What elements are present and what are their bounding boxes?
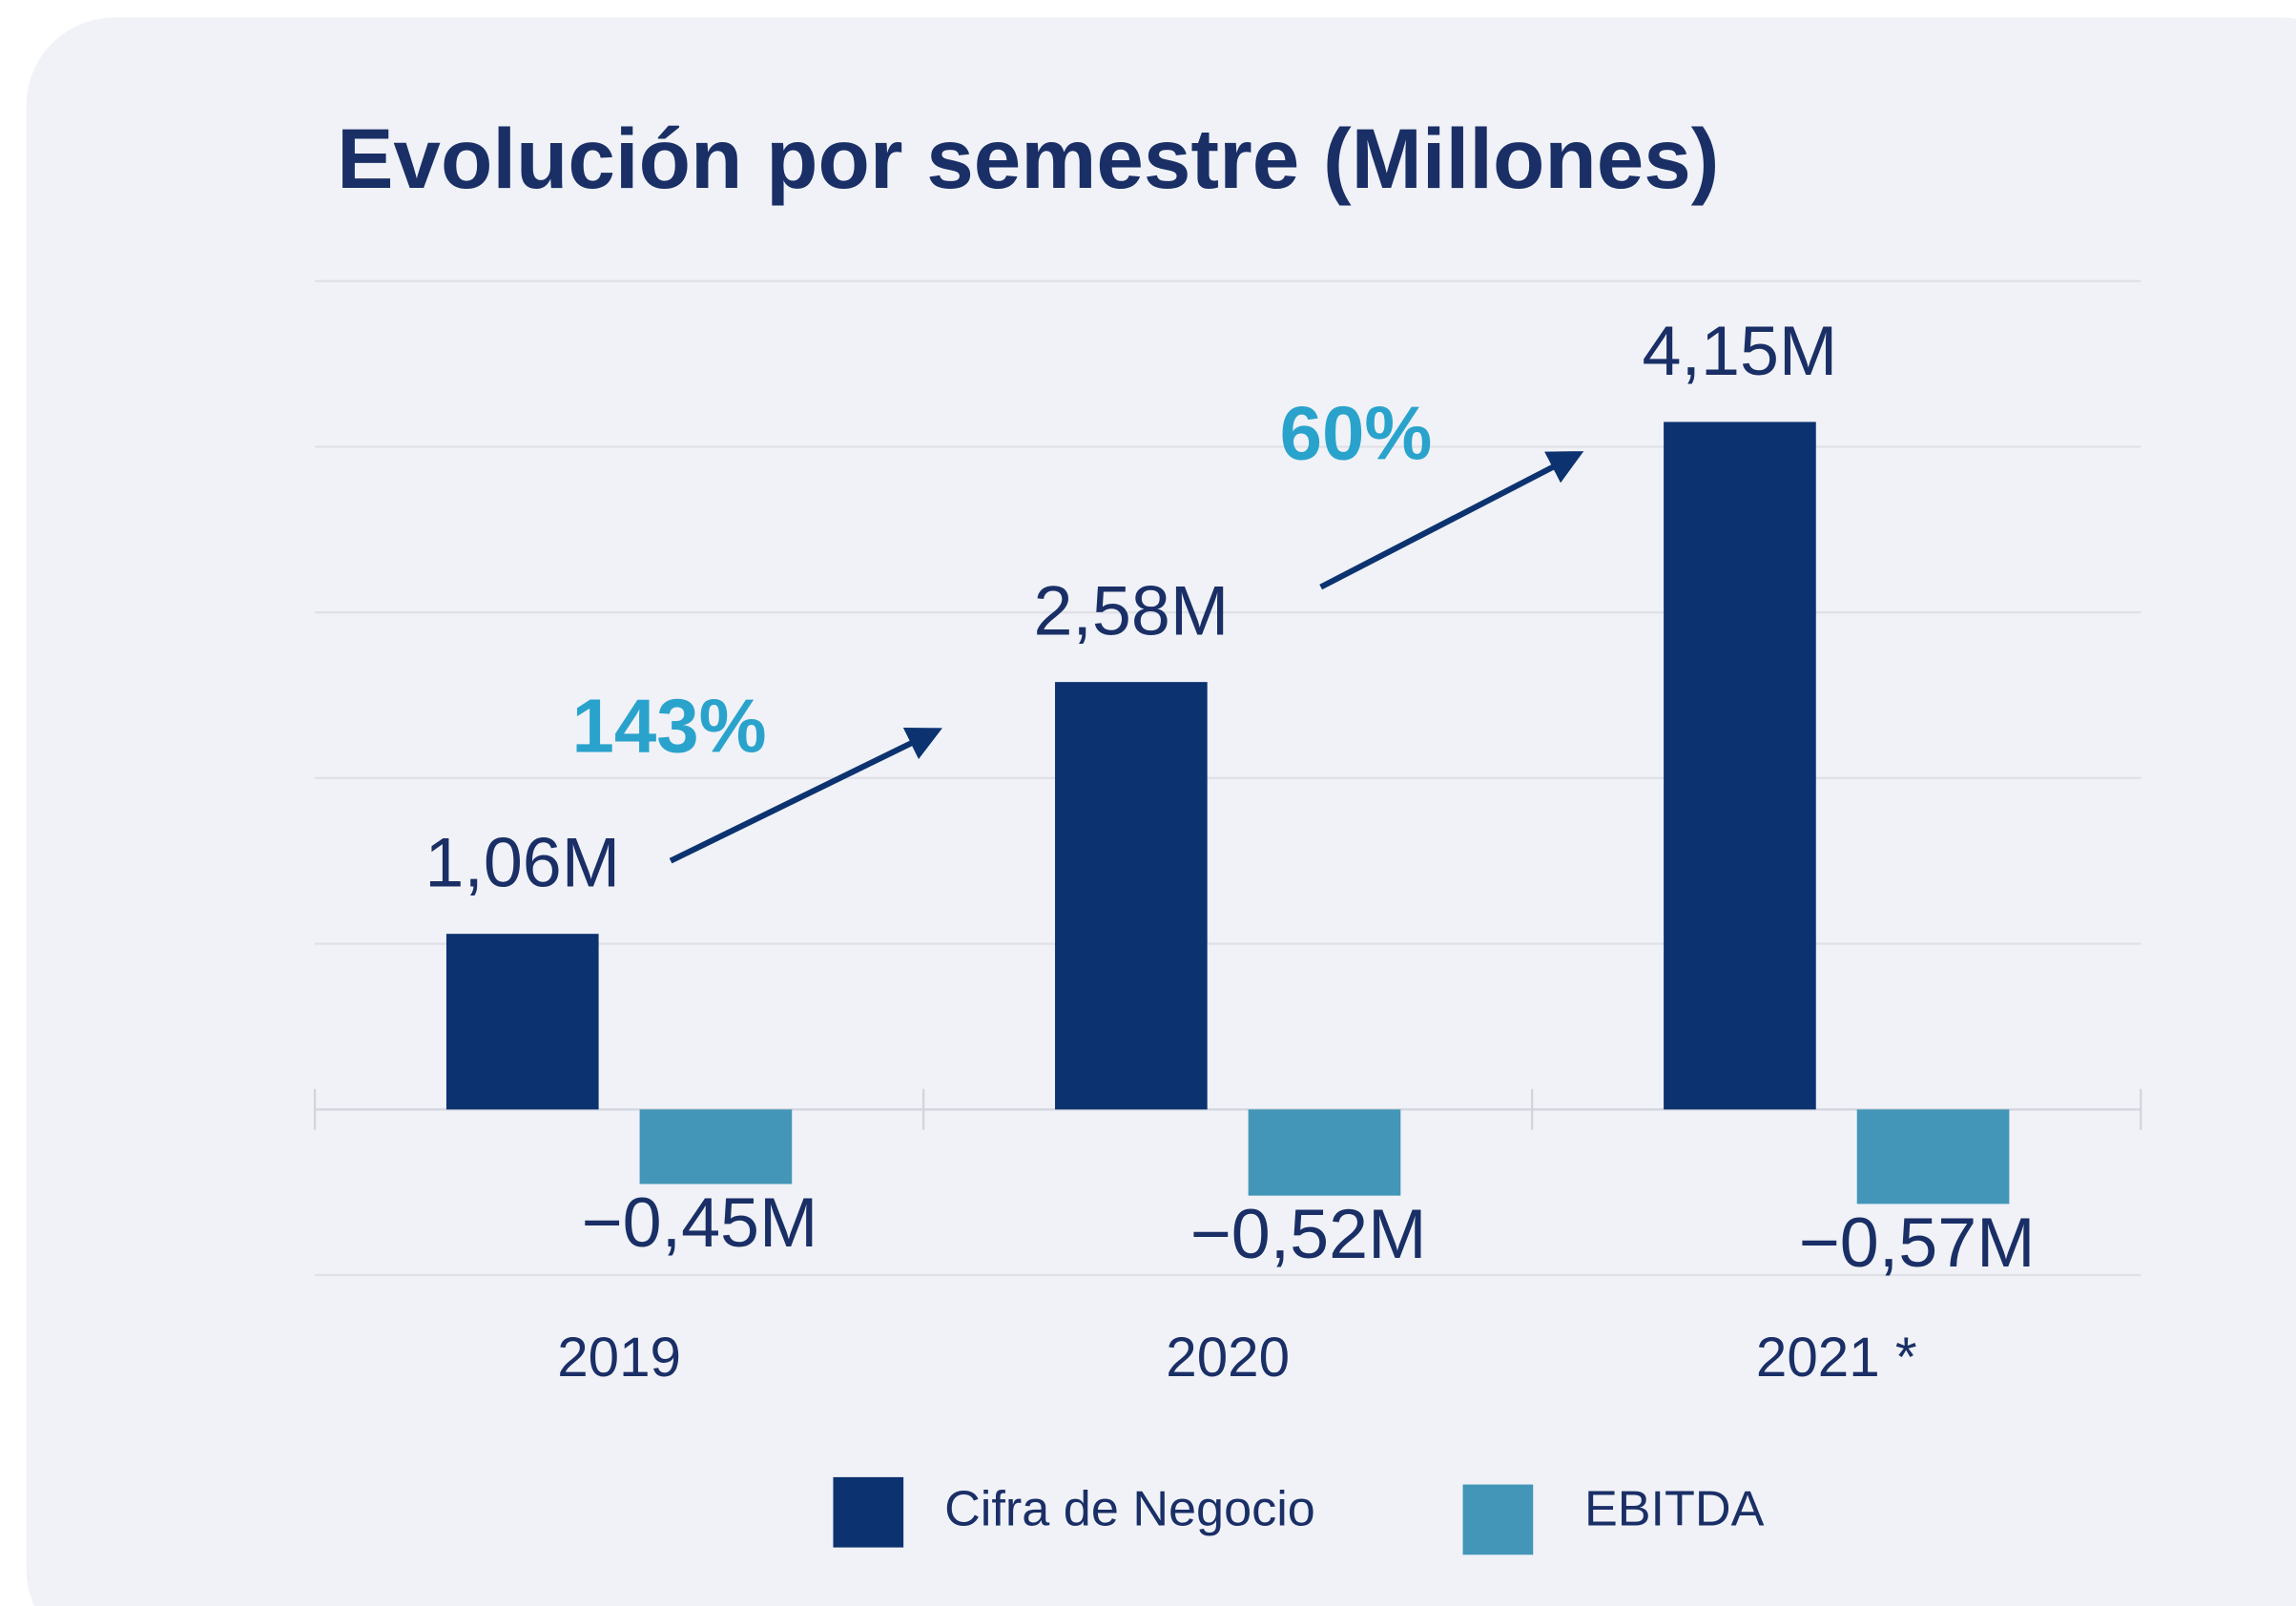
data-label: −0,57M	[1799, 1203, 2036, 1282]
legend-swatch	[1462, 1484, 1534, 1555]
arrow	[1319, 451, 1584, 590]
chart-title: Evolución por semestre (Millones)	[337, 111, 1719, 206]
legend-label: Cifra de Negocio	[944, 1482, 1315, 1537]
data-label: −0,52M	[1190, 1194, 1427, 1273]
bar	[639, 1109, 793, 1184]
x-tick-label: 2019	[557, 1327, 681, 1389]
legend-label: EBITDA	[1584, 1482, 1765, 1537]
bar	[1856, 1109, 2010, 1204]
annotation: 60%	[1280, 391, 1433, 476]
data-label: 2,58M	[1033, 571, 1229, 650]
arrow	[669, 727, 942, 864]
bar	[1055, 682, 1208, 1110]
bar	[1664, 422, 1816, 1110]
x-tick-label: 2021 *	[1756, 1327, 1917, 1389]
bar	[445, 934, 599, 1110]
x-tick-label: 2020	[1166, 1327, 1290, 1389]
legend-swatch	[833, 1476, 904, 1548]
data-label: −0,45M	[582, 1183, 818, 1262]
bar	[1248, 1109, 1401, 1196]
data-label: 1,06M	[424, 823, 620, 902]
annotation: 143%	[571, 684, 766, 769]
data-label: 4,15M	[1643, 311, 1838, 390]
